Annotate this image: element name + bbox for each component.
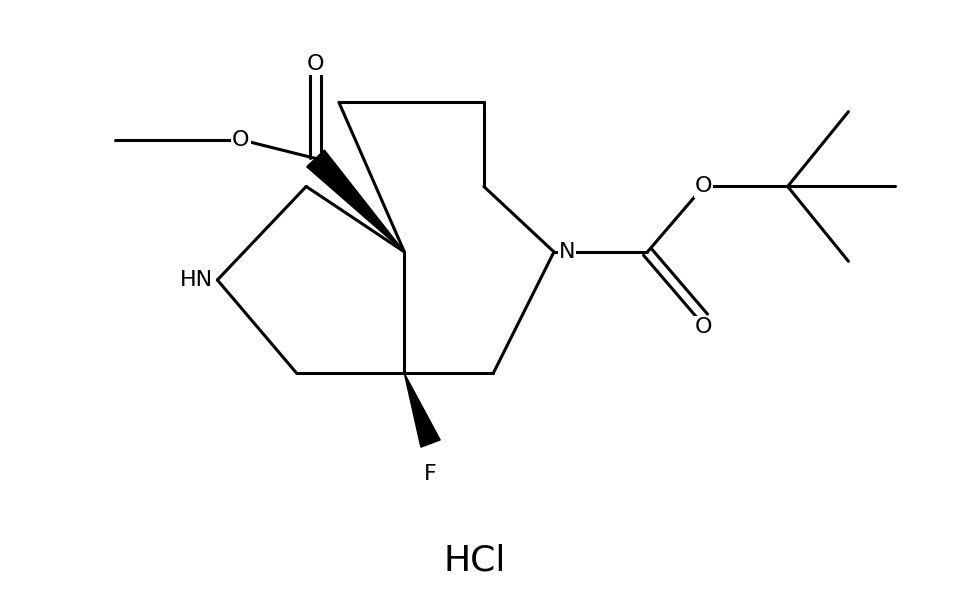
Text: O: O xyxy=(695,176,712,197)
Polygon shape xyxy=(404,373,441,447)
Text: HCl: HCl xyxy=(444,543,506,577)
Polygon shape xyxy=(307,150,404,252)
Text: F: F xyxy=(424,464,437,484)
Text: HN: HN xyxy=(180,270,213,290)
Text: O: O xyxy=(232,130,249,150)
Text: N: N xyxy=(559,242,575,262)
Text: O: O xyxy=(307,54,324,75)
Text: O: O xyxy=(695,317,712,338)
